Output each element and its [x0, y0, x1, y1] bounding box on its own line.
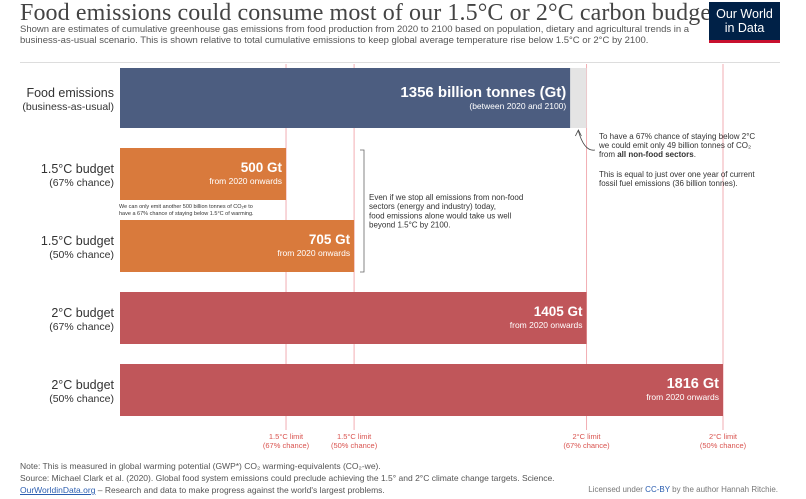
data-label: 705 Gt: [309, 232, 351, 247]
category-label: Food emissions: [26, 86, 114, 100]
annotation-arrow: [578, 130, 596, 151]
annotation-nonfood: This is equal to just over one year of c…: [599, 170, 755, 179]
data-label: 500 Gt: [241, 160, 283, 175]
license-pre: Licensed under: [588, 485, 646, 494]
data-label: 1356 billion tonnes (Gt): [400, 84, 566, 101]
category-label: 2°C budget: [51, 306, 114, 320]
annotation-nonfood: To have a 67% chance of staying below 2°…: [599, 132, 755, 141]
limit-label: 2°C limit: [573, 432, 602, 441]
annotation-stop: food emissions alone would take us well: [369, 211, 512, 220]
data-sublabel: from 2020 onwards: [209, 176, 282, 186]
bar: [120, 364, 723, 416]
annotation-arrowhead: [575, 129, 582, 137]
limit-label: (67% chance): [563, 441, 610, 450]
category-label: (67% chance): [49, 177, 114, 189]
annotation-nonfood: we could emit only 49 billion tonnes of …: [598, 141, 751, 150]
bar: [120, 220, 355, 272]
license-line: Licensed under CC-BY by the author Hanna…: [588, 485, 778, 494]
category-label: (business-as-usual): [22, 101, 114, 113]
annotation-small: We can only emit another 500 billion ton…: [119, 204, 253, 210]
annotation-small: have a 67% chance of staying below 1.5°C…: [119, 211, 254, 217]
annotation-stop: Even if we stop all emissions from non-f…: [369, 193, 523, 202]
annotation-nonfood: fossil fuel emissions (36 billion tonnes…: [599, 179, 738, 188]
owid-logo[interactable]: Our World in Data: [709, 2, 780, 43]
annotation-nonfood: from all non-food sectors.: [599, 150, 696, 159]
license-post: by the author Hannah Ritchie.: [669, 485, 778, 494]
bracket: [360, 149, 365, 273]
footer-source: Source: Michael Clark et al. (2020). Glo…: [20, 473, 555, 483]
annotation-stop: beyond 1.5°C by 2100.: [369, 221, 450, 230]
limit-label: (50% chance): [331, 441, 378, 450]
license-link[interactable]: CC-BY: [645, 485, 670, 494]
data-sublabel: from 2020 onwards: [510, 320, 583, 330]
category-label: (50% chance): [49, 249, 114, 261]
logo-line-1: Our World: [716, 7, 773, 21]
chart-title: Food emissions could consume most of our…: [20, 0, 718, 26]
limit-label: (67% chance): [263, 441, 310, 450]
bar: [120, 292, 587, 344]
owid-site-link[interactable]: OurWorldinData.org: [20, 485, 96, 495]
data-sublabel: (between 2020 and 2100): [469, 101, 566, 111]
category-label: 1.5°C budget: [41, 234, 115, 248]
data-label: 1405 Gt: [534, 304, 583, 319]
bar-nonfood-segment: [570, 68, 587, 128]
limit-label: 1.5°C limit: [337, 432, 372, 441]
data-sublabel: from 2020 onwards: [277, 248, 350, 258]
category-label: (50% chance): [49, 393, 114, 405]
category-label: 1.5°C budget: [41, 162, 115, 176]
footer-site-line: OurWorldinData.org – Research and data t…: [20, 485, 385, 495]
footer-tagline: – Research and data to make progress aga…: [95, 485, 385, 495]
limit-label: 1.5°C limit: [269, 432, 304, 441]
limit-label: 2°C limit: [709, 432, 738, 441]
bar: [120, 68, 571, 128]
annotation-stop: sectors (energy and industry) today,: [369, 202, 496, 211]
logo-line-2: in Data: [724, 21, 765, 35]
data-sublabel: from 2020 onwards: [646, 392, 719, 402]
footer-note: Note: This is measured in global warming…: [20, 461, 381, 471]
bar-chart: 1.5°C limit(67% chance)1.5°C limit(50% c…: [22, 64, 755, 450]
chart-subtitle: Shown are estimates of cumulative greenh…: [20, 24, 690, 46]
data-label: 1816 Gt: [667, 376, 720, 392]
category-label: 2°C budget: [51, 378, 114, 392]
header-divider: [20, 62, 780, 63]
bar: [120, 148, 287, 200]
category-label: (67% chance): [49, 321, 114, 333]
limit-label: (50% chance): [700, 441, 747, 450]
